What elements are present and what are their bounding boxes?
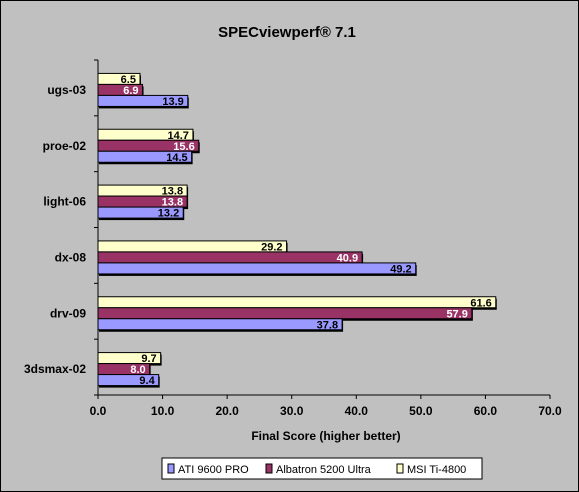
plot-area [98, 60, 550, 395]
x-axis-label: Final Score (higher better) [251, 429, 400, 443]
chart-title: SPECviewperf® 7.1 [218, 24, 356, 41]
category-label: light-06 [43, 195, 86, 209]
legend-swatch [396, 463, 404, 474]
data-label: 57.9 [446, 308, 467, 320]
data-label: 61.6 [470, 297, 491, 309]
bar [97, 240, 288, 253]
bar [97, 307, 473, 320]
x-tick-label: 60.0 [474, 404, 498, 418]
legend-entry: MSI Ti-4800 [407, 464, 466, 476]
data-label: 13.2 [158, 208, 179, 220]
data-label: 29.2 [261, 241, 282, 253]
category-label: dx-08 [55, 250, 87, 264]
bar [97, 296, 497, 309]
data-label: 6.9 [123, 85, 138, 97]
category-label: 3dsmax-02 [24, 362, 86, 376]
legend-entry: Albatron 5200 Ultra [276, 464, 372, 476]
category-label: proe-02 [43, 139, 87, 153]
data-label: 14.7 [167, 130, 188, 142]
data-label: 13.8 [162, 186, 183, 198]
data-label: 13.9 [162, 96, 183, 108]
data-label: 8.0 [130, 364, 145, 376]
data-label: 9.7 [141, 353, 156, 365]
x-tick-label: 20.0 [215, 404, 239, 418]
category-label: ugs-03 [47, 83, 86, 97]
legend: ATI 9600 PRO Albatron 5200 Ultra MSI Ti-48… [161, 457, 483, 480]
data-label: 14.5 [166, 152, 187, 164]
bar [97, 251, 363, 264]
x-tick-label: 10.0 [151, 404, 175, 418]
legend-swatch [167, 463, 175, 474]
data-label: 49.2 [390, 263, 411, 275]
x-tick-label: 50.0 [409, 404, 433, 418]
category-label: drv-09 [50, 306, 86, 320]
data-label: 40.9 [337, 252, 358, 264]
x-tick-label: 70.0 [538, 404, 562, 418]
data-label: 15.6 [173, 141, 194, 153]
data-label: 37.8 [317, 319, 338, 331]
data-label: 6.5 [121, 74, 136, 86]
bar [97, 318, 343, 331]
x-tick-label: 0.0 [90, 404, 107, 418]
legend-entry: ATI 9600 PRO [178, 464, 249, 476]
x-tick-label: 30.0 [280, 404, 304, 418]
legend-swatch [265, 463, 273, 474]
legend-box [161, 457, 483, 480]
data-label: 13.8 [162, 197, 183, 209]
data-label: 9.4 [139, 375, 155, 387]
bar [97, 262, 417, 275]
x-tick-label: 40.0 [345, 404, 369, 418]
